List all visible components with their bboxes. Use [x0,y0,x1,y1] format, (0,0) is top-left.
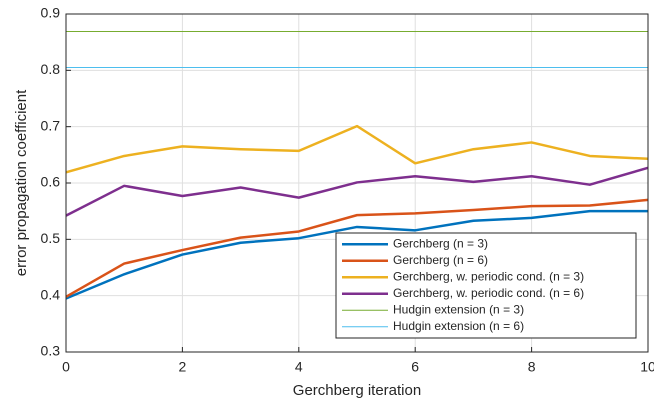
series-line [65,166,649,217]
legend-box [335,232,637,339]
y-tick-label: 0.9 [41,5,61,21]
y-tick-label: 0.7 [41,117,61,133]
x-tick-label: 0 [62,359,70,375]
y-tick-label: 0.6 [41,174,61,190]
legend-label: Gerchberg (n = 6) [393,253,488,267]
legend-label: Gerchberg, w. periodic cond. (n = 3) [393,269,584,283]
legend: Gerchberg (n = 3) Gerchberg (n = 6) Gerchb… [335,232,637,339]
x-axis-label: Gerchberg iteration [293,382,421,399]
x-tick-label: 6 [411,359,419,375]
legend-label: Hudgin extension (n = 6) [393,319,524,333]
x-tick-label: 4 [295,359,303,375]
series-line [65,209,648,300]
x-tick-label: 8 [528,359,536,375]
series-line [65,124,649,174]
legend-label: Gerchberg, w. periodic cond. (n = 6) [393,286,584,300]
series-line [65,198,649,298]
y-tick-label: 0.4 [41,286,61,302]
x-tick-label: 2 [179,359,187,375]
y-tick-label: 0.8 [41,61,61,77]
plot-frame [65,13,649,353]
y-axis-label: error propagation coefficient [13,89,30,276]
x-tick-label: 10 [640,359,654,375]
legend-label: Hudgin extension (n = 3) [393,302,524,316]
y-tick-label: 0.5 [41,230,61,246]
legend-label: Gerchberg (n = 3) [393,236,488,250]
y-tick-label: 0.3 [41,343,61,359]
